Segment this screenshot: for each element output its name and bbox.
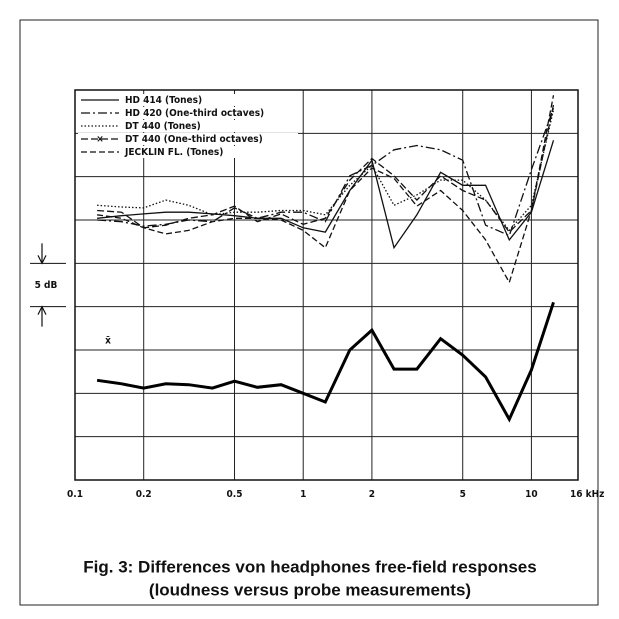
legend-bg	[78, 133, 298, 145]
series-line	[97, 104, 555, 234]
x-tick-label: 0.1	[67, 489, 83, 500]
caption-line: (loudness versus probe measurements)	[149, 580, 471, 599]
x-tick-label: 1	[300, 489, 306, 500]
x-tick-label: 2	[369, 489, 375, 500]
legend-bg	[78, 120, 298, 132]
x-tick-label: 5	[460, 489, 466, 500]
legend-label: HD 414 (Tones)	[125, 95, 202, 106]
series-line	[97, 140, 555, 250]
legend-label: JECKLIN FL. (Tones)	[124, 147, 223, 158]
legend-bg	[78, 94, 298, 106]
caption-line: Fig. 3: Differences von headphones free-…	[83, 557, 536, 576]
series-line	[97, 95, 555, 285]
series-line	[96, 301, 555, 423]
legend-label: HD 420 (One-third octaves)	[125, 108, 264, 119]
series-line	[97, 109, 555, 232]
legend-label: DT 440 (Tones)	[125, 121, 201, 132]
legend-bg	[78, 146, 298, 158]
legend-marker: ×	[96, 134, 104, 145]
frame	[19, 19, 599, 606]
x-tick-label: 0.2	[136, 489, 152, 500]
legend-label: DT 440 (One-third octaves)	[125, 134, 263, 145]
x-tick-label: 10	[525, 489, 538, 500]
annotation: 5 dB	[35, 280, 58, 291]
series-label: x̄	[105, 335, 111, 346]
plot-frame	[74, 89, 579, 481]
legend-bg	[78, 107, 298, 119]
series-line	[97, 107, 555, 237]
x-tick-label: 16 kHz	[570, 489, 604, 500]
x-tick-label: 0.5	[227, 489, 243, 500]
